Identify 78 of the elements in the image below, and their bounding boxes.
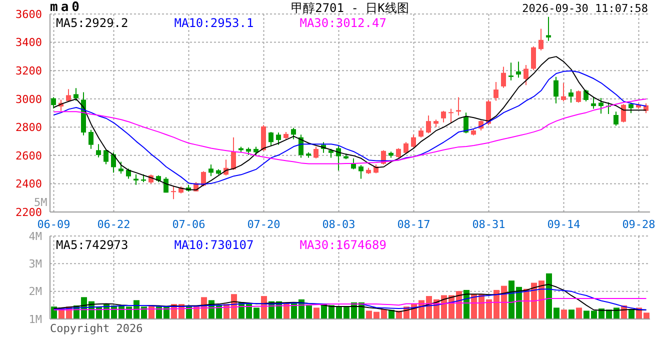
x-tick-label: 08-17 [397,218,430,231]
candlestick [494,82,498,102]
x-tick-label: 06-22 [97,218,130,231]
candlestick [426,115,431,134]
candlestick [126,168,131,180]
text: MA5:742973 [56,238,128,252]
candlestick [231,136,236,170]
y-tick-label: 2M [28,285,42,298]
line-series [53,284,647,312]
y-tick-label: 2400 [16,178,42,191]
candlestick [314,146,318,159]
candlestick [358,164,364,180]
candlestick [104,149,108,165]
y-tick-label: 4M [28,230,42,243]
x-tick-label: 07-20 [247,218,280,231]
candlestick [336,146,341,172]
candlestick [396,148,401,158]
candlestick [66,88,71,102]
candlestick [291,127,296,140]
y-tick-label: 3600 [16,8,42,21]
candlestick [456,96,461,116]
candlestick [276,132,281,146]
candlestick [516,61,521,78]
candlestick [74,88,78,102]
candlestick [88,129,94,150]
text: MA30:3012.47 [300,16,386,30]
candlestick [96,144,101,158]
text: MA10:730107 [174,238,254,252]
candlestick [411,134,416,148]
candlestick [118,161,124,174]
annotation: 2026-09-30 11:07:58 [522,2,648,15]
candlestick [538,28,544,51]
candlestick [448,108,454,124]
candlestick [51,96,56,109]
candlestick [208,164,214,177]
text: Copyright 2026 [50,322,143,335]
y-tick-label: 3200 [16,64,42,78]
candlestick [531,46,536,71]
candlestick [418,127,424,138]
candlestick [628,102,634,114]
x-tick-label: 09-14 [547,218,581,231]
x-tick-label: 08-31 [472,218,506,231]
y-tick-label: 2800 [16,121,42,134]
candlestick [576,90,581,104]
candlestick [546,16,551,42]
x-tick-label: 09-28 [622,218,656,231]
candlestick [568,88,574,104]
y-tick-label: 1M [28,312,42,326]
text: MA10:2953.1 [174,16,254,30]
candlestick [261,124,266,152]
candlestick [441,110,446,123]
candlestick [501,66,506,88]
candlestick [508,62,514,81]
y-tick-label: 3400 [16,36,42,50]
annotation: ma0 [50,0,82,15]
y-tick-label: 3M [28,258,42,271]
candlestick [464,112,468,134]
candlestick [554,76,558,104]
x-tick-label: 08-03 [322,218,356,231]
candlestick [268,131,274,146]
candlestick [598,98,604,114]
y-tick-label: 2600 [16,149,42,162]
candlestick [351,158,356,170]
line-series [53,298,647,310]
candlestick [171,186,176,200]
candlestick [591,96,596,110]
candlestick [524,64,528,86]
text: MA30:1674689 [300,238,386,252]
candlestick [621,104,626,123]
line-series [53,288,647,310]
candlestick [614,111,618,126]
candlestick [111,152,116,174]
x-tick-label: 06-09 [37,218,70,231]
text: MA5:2929.2 [56,16,128,30]
x-tick-label: 07-06 [172,218,206,231]
chart-title: 甲醇2701 - 日K线图 [290,0,410,17]
y-tick-label: 3000 [16,92,42,106]
candlestick [561,82,566,102]
